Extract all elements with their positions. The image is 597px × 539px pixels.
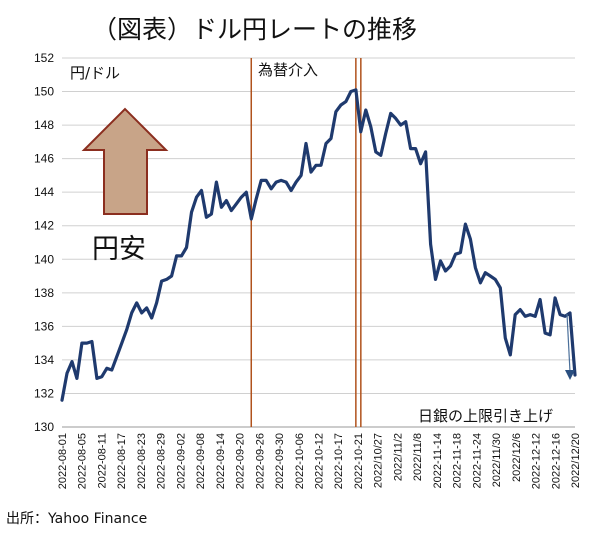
x-tick-label: 2022/11/30 — [491, 433, 503, 487]
y-axis-label: 円/ドル — [70, 64, 120, 82]
x-tick-label: 2022-12-12 — [531, 433, 543, 489]
down-arrow-icon — [566, 313, 571, 373]
x-tick-label: 2022-09-08 — [195, 433, 207, 489]
x-tick-label: 2022-10-12 — [314, 433, 326, 489]
x-tick-label: 2022-11-24 — [471, 433, 483, 488]
y-tick-label: 132 — [34, 386, 54, 400]
yen-weak-label: 円安 — [92, 234, 146, 265]
x-tick-label: 2022/10/27 — [373, 433, 385, 488]
intervention-label: 為替介入 — [258, 61, 318, 79]
x-tick-label: 2022-11-14 — [432, 433, 444, 488]
chart-title: （図表）ドル円レートの推移 — [92, 15, 418, 44]
x-tick-label: 2022-09-26 — [254, 433, 266, 489]
y-tick-label: 144 — [34, 185, 54, 199]
x-tick-label: 2022/11/2 — [392, 433, 404, 481]
y-tick-label: 140 — [34, 252, 54, 266]
x-tick-label: 2022-11-18 — [452, 433, 464, 488]
up-arrow-icon — [81, 107, 169, 215]
x-tick-label: 2022-10-06 — [294, 433, 306, 489]
y-tick-label: 130 — [34, 420, 54, 434]
y-tick-label: 148 — [34, 118, 54, 132]
y-tick-label: 142 — [34, 219, 54, 233]
y-tick-label: 146 — [34, 152, 54, 166]
x-tick-label: 2022-10-21 — [353, 433, 365, 489]
x-tick-label: 2022-08-23 — [136, 433, 148, 489]
y-tick-label: 138 — [34, 286, 54, 300]
yen-dollar-series-line — [60, 88, 577, 402]
y-tick-label: 152 — [34, 51, 54, 65]
x-tick-label: 2022/12/20 — [570, 433, 582, 488]
x-tick-label: 2022-12-16 — [550, 433, 562, 489]
x-tick-label: 2022-08-17 — [116, 433, 128, 489]
x-tick-label: 2022-10-17 — [333, 433, 345, 489]
x-tick-label: 2022-09-14 — [215, 433, 227, 489]
x-tick-label: 2022-09-30 — [274, 433, 286, 489]
x-tick-label: 2022-08-11 — [96, 433, 108, 488]
x-tick-label: 2022-08-05 — [77, 433, 89, 489]
y-tick-label: 134 — [34, 353, 54, 367]
source-note: 出所：Yahoo Finance — [6, 511, 148, 527]
x-tick-label: 2022-09-02 — [175, 433, 187, 489]
y-tick-label: 150 — [34, 85, 54, 99]
x-tick-label: 2022-09-20 — [235, 433, 247, 489]
x-tick-label: 2022-08-01 — [57, 433, 69, 489]
y-tick-label: 136 — [34, 319, 54, 333]
boj-label: 日銀の上限引き上げ — [418, 407, 553, 425]
down-arrow-head-icon — [565, 370, 575, 380]
x-tick-label: 2022-08-29 — [156, 433, 168, 489]
x-tick-label: 2022/11/8 — [412, 433, 424, 481]
x-tick-label: 2022/12/6 — [511, 433, 523, 482]
